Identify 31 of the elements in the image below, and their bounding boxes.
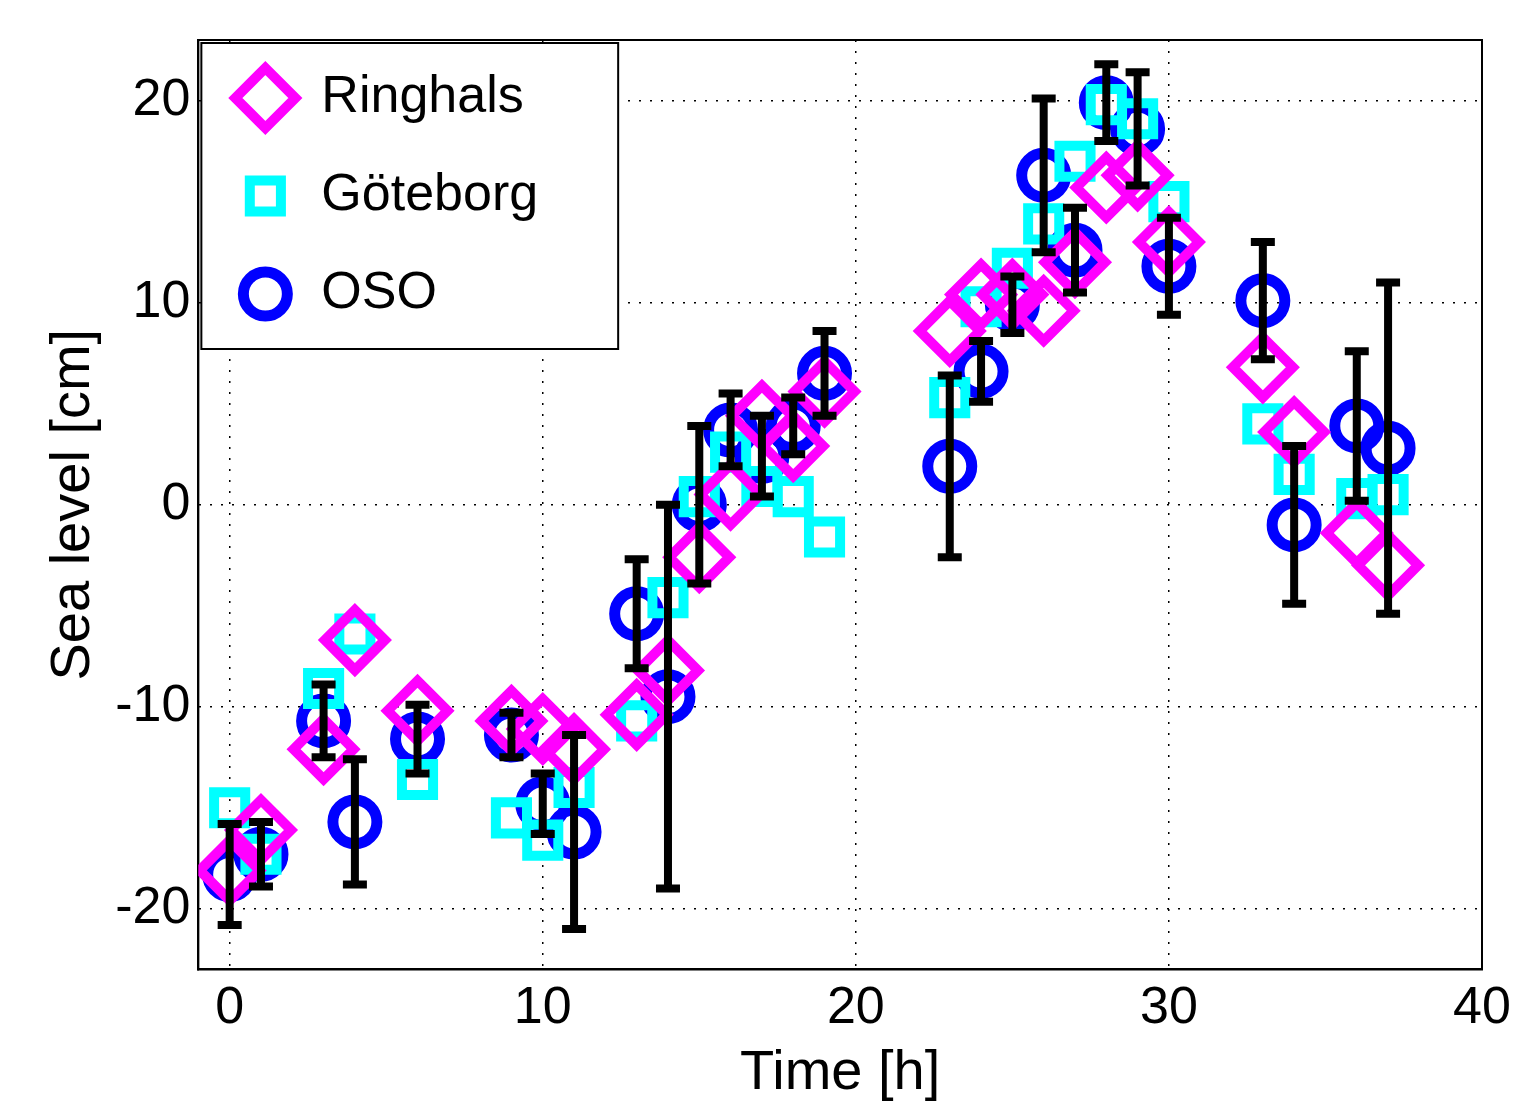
y-tick-label: 0 [161,472,191,531]
point [772,476,814,518]
point [599,677,674,752]
point [303,668,345,710]
point [912,295,987,368]
x-axis-title: Time [h] [740,1037,941,1101]
y-tick-label: 20 [132,67,191,126]
y-axis-title: Sea level [cm] [38,328,102,681]
point [522,819,564,861]
x-tick-label: 0 [215,975,245,1034]
x-tick-label: 10 [513,975,572,1034]
point [944,257,1018,330]
point [490,797,532,839]
point [318,603,392,678]
point [803,516,846,558]
y-tick-label: -20 [115,876,191,935]
point [1100,140,1175,213]
y-tick-label: -10 [115,674,191,733]
point [396,758,439,801]
point [1069,150,1142,225]
legend-label: Göteborg [321,163,539,222]
y-tick-label: 10 [132,270,191,328]
point [380,673,455,746]
legend-label: Ringhals [321,65,524,124]
legend-label: OSO [321,261,437,320]
point [1225,332,1300,405]
x-tick-label: 20 [826,975,885,1034]
point [474,683,549,756]
x-tick-label: 30 [1139,975,1198,1034]
point [1006,273,1081,348]
x-tick-label: 40 [1453,975,1511,1034]
